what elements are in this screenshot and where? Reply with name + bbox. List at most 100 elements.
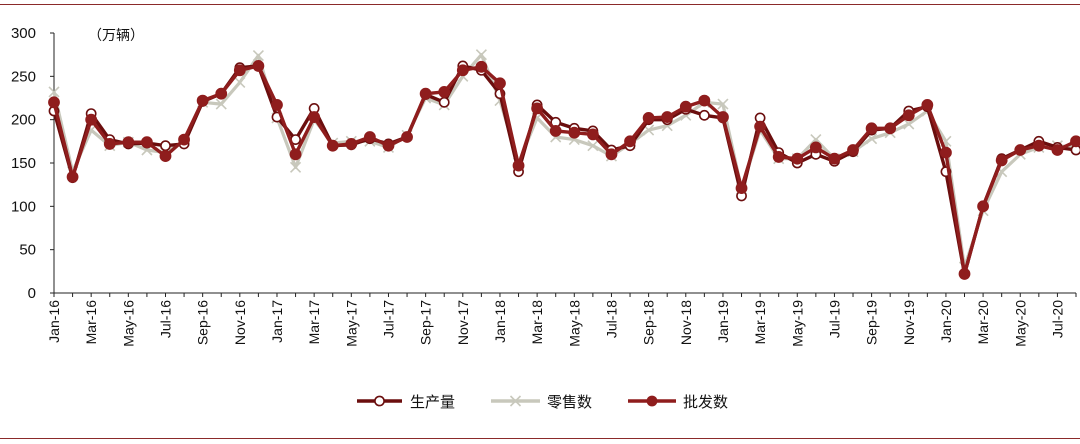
data-point	[494, 77, 506, 90]
data-point	[215, 87, 228, 100]
data-point	[605, 148, 618, 161]
data-point	[1032, 139, 1045, 152]
legend-item-2: 批发数	[628, 393, 728, 411]
x-tick-label: May-20	[1012, 300, 1028, 347]
data-point	[791, 152, 804, 165]
data-point	[772, 151, 785, 163]
series-0	[48, 60, 1080, 280]
data-point	[159, 150, 172, 162]
x-tick-label: Jul-16	[157, 300, 173, 338]
data-point	[568, 126, 581, 139]
x-tick-label: Sep-17	[418, 300, 434, 345]
series-line	[52, 53, 1077, 269]
y-tick-label: 300	[11, 25, 36, 42]
x-tick-label: May-19	[789, 300, 805, 347]
data-point	[66, 170, 79, 183]
data-point	[345, 138, 358, 150]
data-point	[438, 86, 451, 98]
data-point	[363, 131, 376, 143]
legend-label: 批发数	[683, 393, 728, 411]
data-point	[122, 136, 135, 149]
legend-marker	[646, 395, 658, 407]
data-point	[754, 120, 767, 133]
data-point	[661, 111, 674, 123]
data-point	[215, 98, 227, 110]
data-point	[48, 86, 60, 98]
data-point	[308, 111, 321, 123]
data-point	[679, 100, 692, 113]
data-point	[958, 268, 971, 280]
data-point	[587, 140, 599, 152]
x-tick-label: Mar-16	[83, 300, 99, 345]
data-point	[1070, 135, 1080, 148]
x-tick-label: Nov-19	[901, 300, 917, 345]
legend-marker	[374, 395, 385, 407]
data-point	[642, 112, 655, 124]
data-point	[456, 64, 469, 77]
data-point	[1051, 144, 1064, 156]
y-tick-label: 50	[19, 242, 36, 259]
data-point	[865, 122, 878, 135]
data-point	[289, 161, 302, 173]
data-point	[326, 139, 339, 152]
legend-label: 零售数	[547, 393, 592, 411]
data-point	[512, 159, 525, 172]
data-point	[902, 109, 915, 122]
data-point	[438, 96, 450, 108]
x-tick-label: Mar-17	[306, 300, 322, 345]
y-axis-ticks: 0 50 100 150 200 250 300	[11, 25, 54, 302]
data-point	[178, 133, 190, 146]
data-point	[531, 102, 544, 115]
data-point	[85, 113, 98, 126]
x-tick-label: Nov-17	[455, 300, 471, 345]
x-tick-label: Sep-19	[864, 300, 880, 345]
data-point	[401, 131, 413, 143]
data-point	[271, 99, 283, 111]
data-point	[252, 49, 264, 62]
legend: 生产量 零售数 批发数	[357, 393, 728, 411]
legend-marker	[509, 395, 522, 407]
y-tick-label: 150	[11, 155, 36, 172]
data-point	[160, 140, 171, 152]
data-point	[475, 49, 487, 61]
data-point	[698, 94, 711, 107]
data-point	[903, 118, 915, 130]
series-group	[48, 49, 1080, 280]
data-point	[698, 109, 710, 121]
x-tick-label: Jul-19	[826, 300, 842, 338]
data-point	[252, 60, 265, 72]
data-point	[419, 87, 432, 100]
data-point	[809, 141, 822, 154]
y-tick-label: 0	[28, 285, 36, 302]
data-point	[196, 94, 209, 107]
data-point	[828, 152, 841, 165]
x-tick-label: Mar-20	[975, 300, 991, 345]
series-2	[48, 60, 1080, 280]
x-tick-label: Mar-18	[529, 300, 545, 345]
data-point	[103, 138, 116, 150]
data-point	[977, 200, 989, 213]
x-tick-label: Nov-16	[232, 300, 248, 345]
y-tick-label: 250	[11, 68, 36, 85]
data-point	[475, 60, 488, 73]
y-tick-label: 100	[11, 198, 36, 215]
data-point	[141, 136, 153, 149]
x-axis-ticks: Jan-16 Mar-16 May-16 Jul-16 Sep-16 Nov-16 Jan-…	[46, 293, 1077, 347]
data-point	[48, 96, 60, 109]
x-tick-label: May-16	[120, 300, 136, 347]
series-1	[48, 49, 1080, 273]
x-tick-label: Jul-18	[603, 300, 619, 338]
data-point	[940, 146, 952, 159]
legend-item-1: 零售数	[491, 393, 592, 411]
axes	[53, 33, 1076, 294]
x-tick-label: Mar-19	[752, 300, 768, 345]
data-point	[717, 111, 729, 123]
data-point	[717, 98, 729, 110]
data-point	[382, 139, 395, 152]
x-tick-label: Jan-20	[938, 300, 954, 343]
data-point	[549, 125, 562, 137]
x-tick-label: May-18	[566, 300, 582, 347]
data-point	[233, 64, 246, 77]
unit-label: （万辆）	[88, 28, 144, 44]
